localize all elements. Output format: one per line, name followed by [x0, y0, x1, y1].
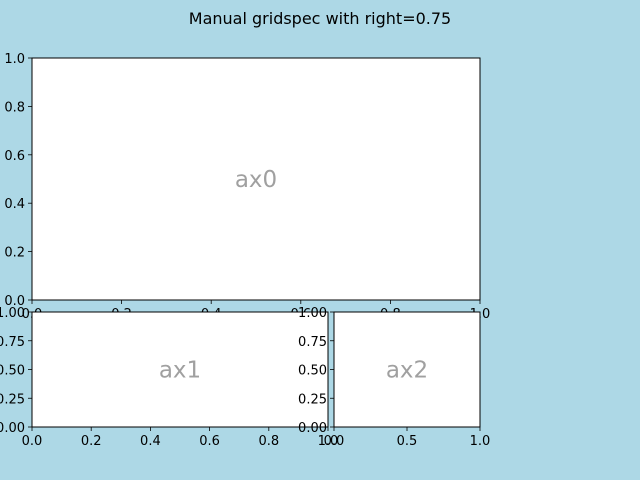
figure-title: Manual gridspec with right=0.75 — [189, 9, 451, 28]
ax1-xtick-label: 0.8 — [258, 434, 279, 449]
ax1-center-label: ax1 — [159, 358, 201, 384]
ax2-xtick-label: 1.0 — [470, 434, 491, 449]
ax0-center-label: ax0 — [235, 167, 277, 193]
ax0-ytick-label: 0.4 — [4, 197, 25, 212]
ax1-xtick-label: 0.2 — [81, 434, 102, 449]
ax2-xtick-label: 0.0 — [324, 434, 345, 449]
ax0-ytick-label: 0.0 — [4, 294, 25, 309]
ax2-xtick-label: 0.5 — [397, 434, 418, 449]
ax2-ytick-label: 0.00 — [298, 421, 327, 436]
ax0-ytick-label: 0.2 — [4, 246, 25, 261]
ax2-center-label: ax2 — [386, 358, 428, 384]
ax0-ytick-label: 0.8 — [4, 100, 25, 115]
ax1-xtick-label: 0.4 — [140, 434, 161, 449]
ax1-xtick-label: 0.6 — [199, 434, 220, 449]
ax2-plot-area — [333, 311, 481, 428]
ax1-ytick-label: 1.00 — [0, 306, 25, 321]
ax1-ytick-label: 0.75 — [0, 335, 25, 350]
ax1-ytick-label: 0.50 — [0, 364, 25, 379]
ax2-ytick-label: 0.75 — [298, 335, 327, 350]
ax0-plot-area — [31, 57, 481, 301]
ax1-ytick-label: 0.25 — [0, 392, 25, 407]
axes-ax1: 0.0 0.2 0.4 0.6 0.8 1.00.000.250.500.751.00ax… — [0, 306, 338, 449]
ax1-ytick-label: 0.00 — [0, 421, 25, 436]
ax0-ytick-label: 1.0 — [4, 52, 25, 67]
ax2-ytick-label: 0.25 — [298, 392, 327, 407]
ax1-xtick-label: 1.0 — [318, 434, 339, 449]
ax0-ytick-label: 0.6 — [4, 149, 25, 164]
axes-layer: 0.00.20.40.60.81.00.00.20.40.60.81.0ax00… — [0, 52, 490, 449]
ax2-ytick-label: 0.50 — [298, 364, 327, 379]
ax1-xtick-label: 0.0 — [22, 434, 43, 449]
ax2-ytick-label: 1.00 — [298, 306, 327, 321]
ax1-plot-area — [31, 311, 329, 428]
